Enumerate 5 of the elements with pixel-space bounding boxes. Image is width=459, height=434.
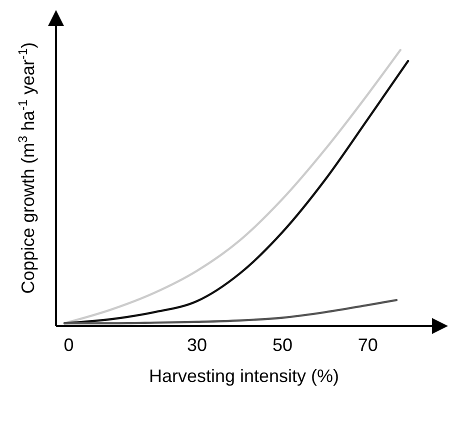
x-tick-label: 30	[186, 335, 208, 355]
x-tick-label: 70	[358, 335, 378, 355]
x-axis-title: Harvesting intensity (%)	[148, 366, 340, 386]
x-tick-label: 0	[64, 335, 74, 355]
x-tick-label: 50	[272, 335, 292, 355]
